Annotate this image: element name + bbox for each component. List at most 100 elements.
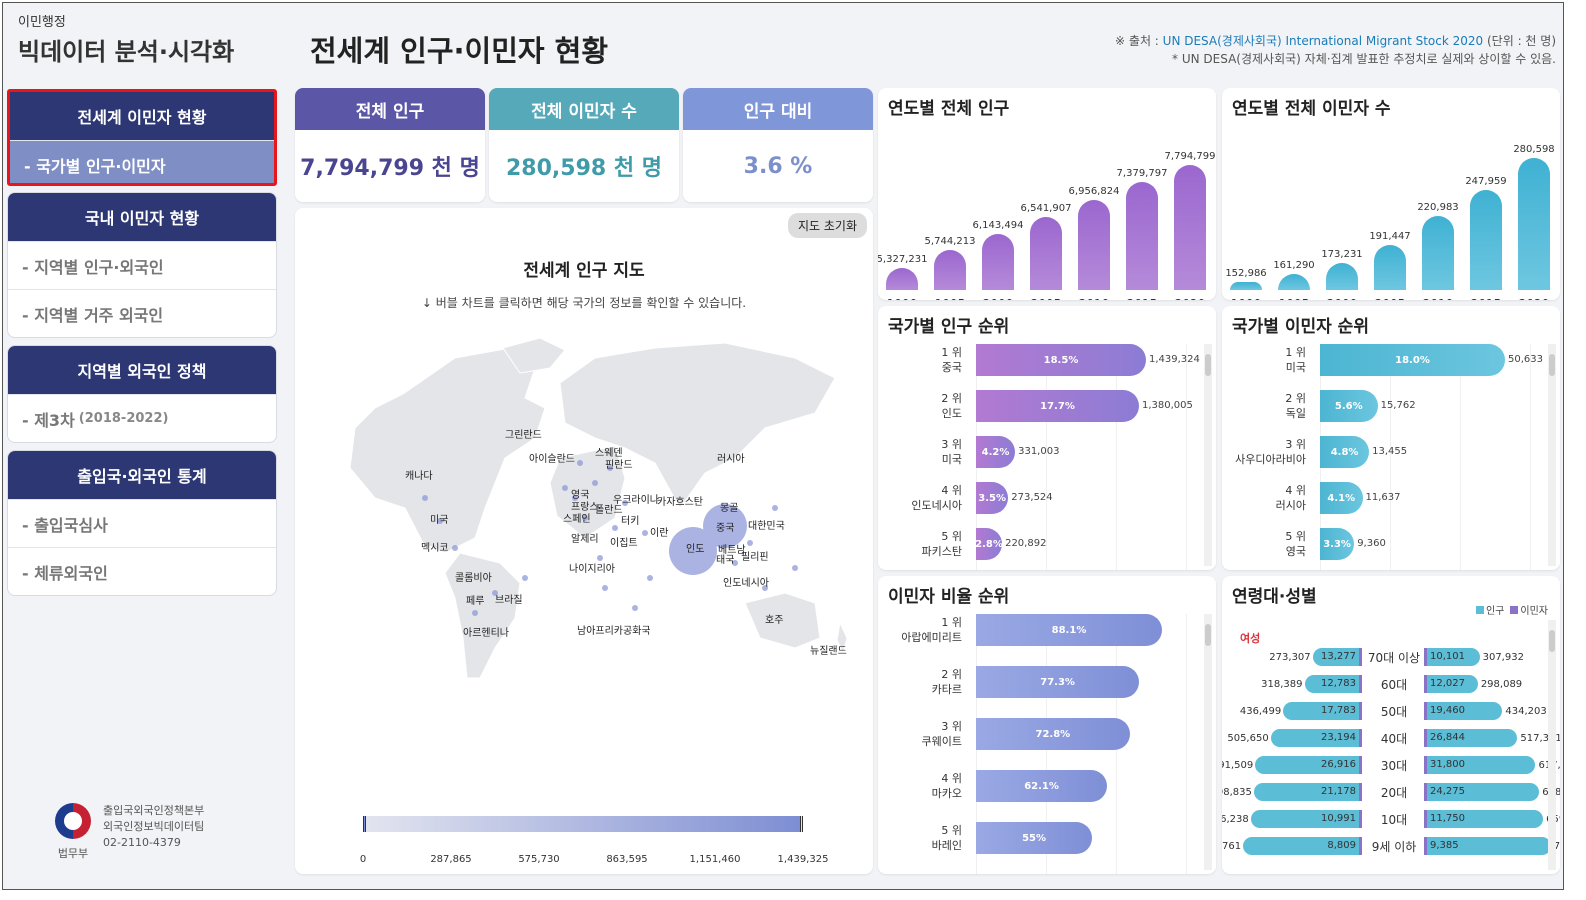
age-row[interactable]: 23,194 505,650 40대 26,844 517,391: [1222, 729, 1560, 749]
rank-bar[interactable]: 88.1%: [976, 614, 1162, 646]
rank-label: 2 위 인도: [878, 391, 962, 421]
rank-bar[interactable]: 55%: [976, 822, 1093, 854]
column-bar[interactable]: [886, 267, 918, 290]
age-row[interactable]: 8,809658,761 9세 이하 9,385701,671: [1222, 837, 1560, 857]
rank-bar[interactable]: 62.1%: [976, 770, 1108, 802]
sidebar-item-immigration-check[interactable]: - 출입국심사: [8, 499, 276, 547]
rank-bar[interactable]: 4.1%: [1320, 482, 1363, 514]
map-reset-button[interactable]: 지도 초기화: [787, 213, 867, 238]
rank-bar[interactable]: 72.8%: [976, 718, 1130, 750]
sidebar-item-region-foreigners[interactable]: - 지역별 거주 외국인: [8, 289, 276, 337]
rank-row[interactable]: 4 위 러시아 4.1% 11,637: [1222, 482, 1560, 518]
rank-bar[interactable]: 4.2%: [976, 436, 1016, 468]
rank-row[interactable]: 2 위 카타르 77.3%: [878, 666, 1216, 702]
legend-item-mig[interactable]: 이민자: [1510, 602, 1548, 617]
scrollbar[interactable]: [1548, 620, 1556, 870]
rank-row[interactable]: 3 위 미국 4.2% 331,003: [878, 436, 1216, 472]
male-population-bar[interactable]: 12,027: [1424, 675, 1478, 693]
female-population-bar[interactable]: 17,783: [1283, 702, 1362, 720]
sidebar-item-country-pop[interactable]: - 국가별 인구·이민자: [10, 140, 274, 183]
column-bar[interactable]: [1278, 274, 1310, 290]
column-bar[interactable]: [1422, 216, 1454, 290]
age-row[interactable]: 13,277 273,307 70대 이상 10,101 307,932: [1222, 648, 1560, 668]
age-row[interactable]: 17,783 436,499 50대 19,460 434,203: [1222, 702, 1560, 722]
rank-row[interactable]: 3 위 사우디아라비아 4.8% 13,455: [1222, 436, 1560, 472]
column-bar[interactable]: [1030, 217, 1062, 290]
rank-row[interactable]: 4 위 마카오 62.1%: [878, 770, 1216, 806]
female-population-bar[interactable]: 13,277: [1312, 648, 1362, 666]
column-bar[interactable]: [1230, 282, 1262, 290]
rank-bar[interactable]: 3.5%: [976, 482, 1009, 514]
male-population-bar[interactable]: 31,800: [1424, 756, 1536, 774]
sidebar-item-note: (2018-2022): [78, 411, 169, 426]
sidebar-head-world[interactable]: 전세계 이민자 현황: [10, 92, 274, 140]
rank-bar[interactable]: 77.3%: [976, 666, 1140, 698]
scrollbar[interactable]: [1204, 344, 1212, 566]
female-population-bar[interactable]: 12,783: [1304, 675, 1362, 693]
world-map[interactable]: [295, 208, 873, 874]
column-bar[interactable]: [934, 250, 966, 290]
rank-row[interactable]: 1 위 중국 18.5% 1,439,324: [878, 344, 1216, 380]
column-bar[interactable]: [1518, 158, 1550, 290]
sidebar-item-region-pop[interactable]: - 지역별 인구·외국인: [8, 241, 276, 289]
column-bar[interactable]: [1470, 190, 1502, 290]
bubble-china: [703, 504, 747, 548]
map-label: 이집트: [610, 538, 638, 549]
rank-row[interactable]: 4 위 인도네시아 3.5% 273,524: [878, 482, 1216, 518]
male-population-bar[interactable]: 9,385: [1424, 837, 1551, 855]
female-population-bar[interactable]: 10,991: [1250, 810, 1362, 828]
sidebar-head-domestic[interactable]: 국내 이민자 현황: [8, 193, 276, 241]
column-bar[interactable]: [1326, 262, 1358, 290]
map-label: 그린란드: [505, 430, 542, 441]
rank-row[interactable]: 2 위 독일 5.6% 15,762: [1222, 390, 1560, 426]
rank-label: 1 위 미국: [1222, 345, 1306, 375]
rank-row[interactable]: 1 위 아랍에미리트 88.1%: [878, 614, 1216, 650]
rank-row[interactable]: 3 위 쿠웨이트 72.8%: [878, 718, 1216, 754]
rank-bar[interactable]: 3.3%: [1320, 528, 1355, 560]
map-label: 카자흐스탄: [657, 497, 703, 508]
male-population-bar[interactable]: 10,101: [1424, 648, 1480, 666]
brand-title: 빅데이터 분석·시각화: [18, 38, 235, 66]
female-population-bar[interactable]: 23,194: [1270, 729, 1362, 747]
rank-bar[interactable]: 2.8%: [975, 528, 1003, 560]
rank-row[interactable]: 1 위 미국 18.0% 50,633: [1222, 344, 1560, 380]
column-bar[interactable]: [982, 233, 1014, 290]
female-population-bar[interactable]: 26,916: [1255, 756, 1362, 774]
sidebar-head-policy[interactable]: 지역별 외국인 정책: [8, 346, 276, 394]
female-population-bar[interactable]: 21,178: [1253, 783, 1362, 801]
column-bar[interactable]: [1174, 164, 1206, 290]
column-bar[interactable]: [1126, 181, 1158, 290]
rank-bar[interactable]: 17.7%: [976, 390, 1139, 422]
column-bar[interactable]: [1078, 199, 1110, 290]
sidebar-item-third-plan[interactable]: - 제3차 (2018-2022): [8, 394, 276, 442]
rank-row[interactable]: 2 위 인도 17.7% 1,380,005: [878, 390, 1216, 426]
sidebar-item-resident-foreigners[interactable]: - 체류외국인: [8, 547, 276, 595]
male-population-bar[interactable]: 11,750: [1424, 810, 1544, 828]
sidebar-head-stats[interactable]: 출입국·외국인 통계: [8, 451, 276, 499]
female-population-bar[interactable]: 8,809: [1243, 837, 1362, 855]
source-link[interactable]: UN DESA(경제사회국) International Migrant Sto…: [1162, 34, 1484, 48]
rank-row[interactable]: 5 위 바레인 55%: [878, 822, 1216, 858]
rank-row[interactable]: 5 위 영국 3.3% 9,360: [1222, 528, 1560, 564]
legend-item-pop[interactable]: 인구: [1475, 602, 1504, 617]
rank-value-label: 220,892: [1005, 538, 1047, 549]
scrollbar[interactable]: [1548, 344, 1556, 566]
rank-bar[interactable]: 18.0%: [1320, 344, 1505, 376]
rank-bar[interactable]: 18.5%: [976, 344, 1146, 376]
rank-bar[interactable]: 5.6%: [1320, 390, 1378, 422]
male-population-bar[interactable]: 19,460: [1424, 702, 1503, 720]
map-label: 중국: [716, 523, 735, 534]
column-bar[interactable]: [1374, 244, 1406, 290]
rank-row[interactable]: 5 위 파키스탄 2.8% 220,892: [878, 528, 1216, 564]
rank-number: 4 위: [941, 772, 962, 785]
map-label: 폴란드: [595, 505, 623, 516]
age-row[interactable]: 12,783 318,389 60대 12,027 298,089: [1222, 675, 1560, 695]
eurasia-shape: [559, 342, 836, 509]
rank-bar[interactable]: 4.8%: [1320, 436, 1370, 468]
scrollbar[interactable]: [1204, 614, 1212, 870]
male-population-bar[interactable]: 26,844: [1424, 729, 1518, 747]
male-population-bar[interactable]: 24,275: [1424, 783, 1540, 801]
